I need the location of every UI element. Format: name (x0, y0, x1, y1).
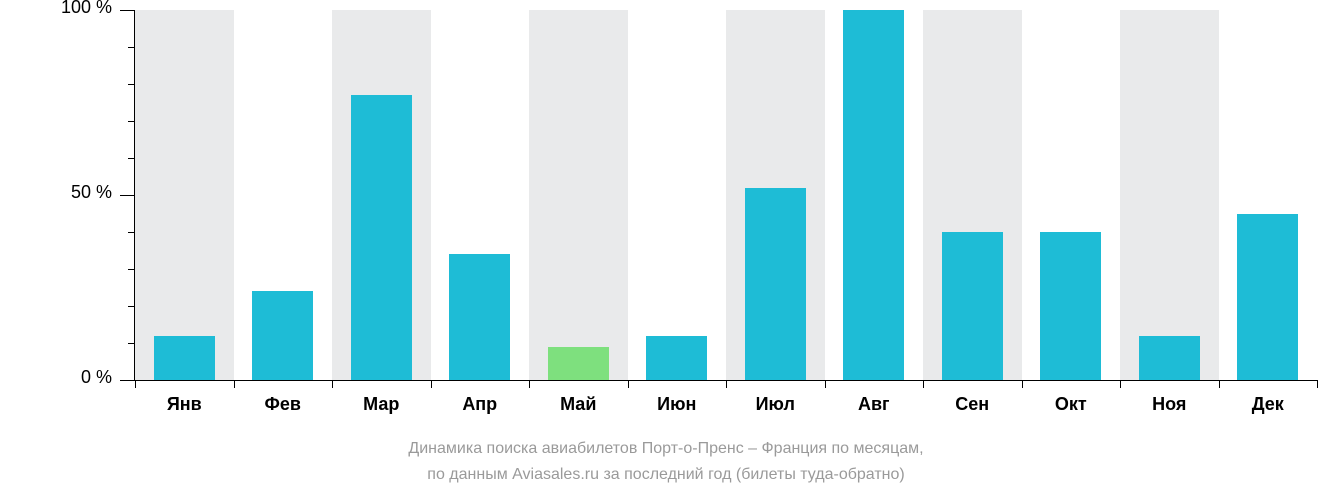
x-tick-label: Сен (923, 394, 1022, 415)
x-tick-label: Май (529, 394, 628, 415)
x-tick-mark (135, 380, 136, 388)
bar (548, 347, 609, 380)
caption-line-1: Динамика поиска авиабилетов Порт-о-Пренс… (0, 440, 1332, 458)
x-tick-mark (431, 380, 432, 388)
x-tick-label: Окт (1022, 394, 1121, 415)
plot-band (135, 10, 234, 380)
bar (1237, 214, 1298, 381)
x-tick-label: Фев (234, 394, 333, 415)
bar (1040, 232, 1101, 380)
y-tick-label: 0 % (0, 367, 112, 388)
x-tick-mark (332, 380, 333, 388)
y-minor-tick (128, 343, 135, 344)
bar (351, 95, 412, 380)
x-tick-mark (234, 380, 235, 388)
x-tick-label: Дек (1219, 394, 1318, 415)
plot-band (1120, 10, 1219, 380)
y-minor-tick (128, 158, 135, 159)
bar (942, 232, 1003, 380)
x-tick-label: Авг (825, 394, 924, 415)
x-tick-mark (923, 380, 924, 388)
y-major-tick (120, 10, 135, 11)
x-tick-mark (1317, 380, 1318, 388)
x-tick-mark (529, 380, 530, 388)
x-tick-label: Ноя (1120, 394, 1219, 415)
x-tick-label: Июн (628, 394, 727, 415)
y-major-tick (120, 380, 135, 381)
x-tick-label: Янв (135, 394, 234, 415)
y-tick-label: 50 % (0, 182, 112, 203)
x-tick-mark (1219, 380, 1220, 388)
bar (745, 188, 806, 380)
bar (843, 10, 904, 380)
x-tick-label: Мар (332, 394, 431, 415)
chart-figure: 0 % 50 % 100 % ЯнвФевМарАпрМайИюнИюлАвгСенО… (0, 0, 1332, 502)
x-tick-label: Апр (431, 394, 530, 415)
x-tick-mark (628, 380, 629, 388)
x-tick-mark (1022, 380, 1023, 388)
plot-band (628, 10, 727, 380)
y-minor-tick (128, 121, 135, 122)
bar (252, 291, 313, 380)
x-tick-mark (1120, 380, 1121, 388)
bar (449, 254, 510, 380)
bar (1139, 336, 1200, 380)
x-tick-label: Июл (726, 394, 825, 415)
y-tick-label: 100 % (0, 0, 112, 18)
plot-band (529, 10, 628, 380)
x-tick-mark (726, 380, 727, 388)
y-minor-tick (128, 306, 135, 307)
bar (646, 336, 707, 380)
x-tick-mark (825, 380, 826, 388)
y-minor-tick (128, 47, 135, 48)
caption-line-2: по данным Aviasales.ru за последний год … (0, 466, 1332, 484)
y-minor-tick (128, 232, 135, 233)
y-minor-tick (128, 269, 135, 270)
y-minor-tick (128, 84, 135, 85)
plot-area (135, 10, 1317, 380)
y-major-tick (120, 195, 135, 196)
bar (154, 336, 215, 380)
